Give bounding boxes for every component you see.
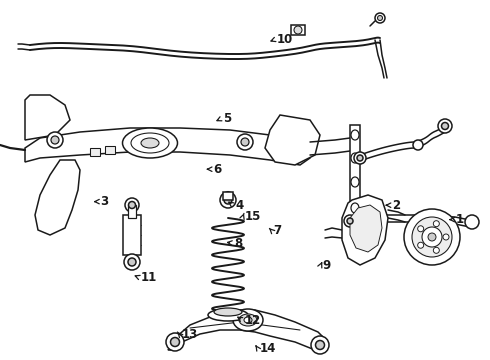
Circle shape (241, 138, 249, 146)
Circle shape (166, 333, 184, 351)
Circle shape (125, 198, 139, 212)
Circle shape (433, 221, 440, 227)
Polygon shape (223, 192, 233, 200)
Polygon shape (168, 310, 328, 350)
Text: 6: 6 (213, 163, 221, 176)
Ellipse shape (244, 317, 252, 323)
Text: 7: 7 (273, 224, 282, 237)
Circle shape (237, 134, 253, 150)
Polygon shape (342, 195, 388, 265)
Circle shape (47, 132, 63, 148)
Polygon shape (123, 215, 141, 255)
Circle shape (128, 258, 136, 266)
Circle shape (441, 122, 448, 130)
Text: 2: 2 (392, 199, 400, 212)
Text: 9: 9 (322, 259, 331, 272)
Circle shape (224, 196, 232, 204)
Circle shape (171, 338, 179, 346)
Circle shape (311, 336, 329, 354)
Polygon shape (350, 205, 382, 252)
Circle shape (294, 26, 302, 34)
Ellipse shape (351, 203, 359, 213)
Ellipse shape (141, 138, 159, 148)
Circle shape (413, 140, 423, 150)
Text: 13: 13 (181, 328, 197, 341)
Text: 14: 14 (260, 342, 276, 355)
Circle shape (347, 218, 353, 224)
Circle shape (51, 136, 59, 144)
Ellipse shape (131, 133, 169, 153)
Text: 10: 10 (277, 33, 293, 46)
Text: 5: 5 (223, 112, 231, 125)
Circle shape (404, 209, 460, 265)
Polygon shape (35, 160, 80, 235)
Polygon shape (90, 148, 100, 156)
Polygon shape (25, 95, 70, 140)
Text: 8: 8 (234, 237, 243, 249)
Ellipse shape (239, 314, 257, 326)
Circle shape (422, 227, 442, 247)
Ellipse shape (351, 153, 359, 163)
Text: 1: 1 (456, 213, 464, 226)
Polygon shape (25, 128, 310, 165)
Text: 15: 15 (245, 210, 261, 222)
Ellipse shape (233, 309, 263, 331)
Polygon shape (350, 125, 360, 220)
Circle shape (417, 226, 424, 232)
Circle shape (357, 155, 363, 161)
Circle shape (465, 215, 479, 229)
Ellipse shape (351, 177, 359, 187)
Polygon shape (291, 25, 305, 35)
Circle shape (344, 215, 356, 227)
Circle shape (375, 13, 385, 23)
Ellipse shape (351, 130, 359, 140)
Circle shape (354, 152, 366, 164)
Text: 11: 11 (141, 271, 157, 284)
Circle shape (316, 341, 324, 350)
Circle shape (377, 15, 383, 21)
Circle shape (433, 247, 440, 253)
Ellipse shape (208, 309, 248, 321)
Polygon shape (265, 115, 320, 165)
Text: 12: 12 (245, 314, 261, 327)
Circle shape (124, 254, 140, 270)
Circle shape (438, 119, 452, 133)
Circle shape (417, 242, 424, 248)
Polygon shape (105, 146, 115, 154)
Text: 3: 3 (100, 195, 109, 208)
Circle shape (443, 234, 449, 240)
Circle shape (428, 233, 436, 241)
Ellipse shape (214, 308, 242, 316)
Circle shape (128, 202, 136, 208)
Circle shape (220, 192, 236, 208)
Polygon shape (128, 205, 136, 218)
Text: 4: 4 (235, 199, 244, 212)
Ellipse shape (122, 128, 177, 158)
Circle shape (412, 217, 452, 257)
